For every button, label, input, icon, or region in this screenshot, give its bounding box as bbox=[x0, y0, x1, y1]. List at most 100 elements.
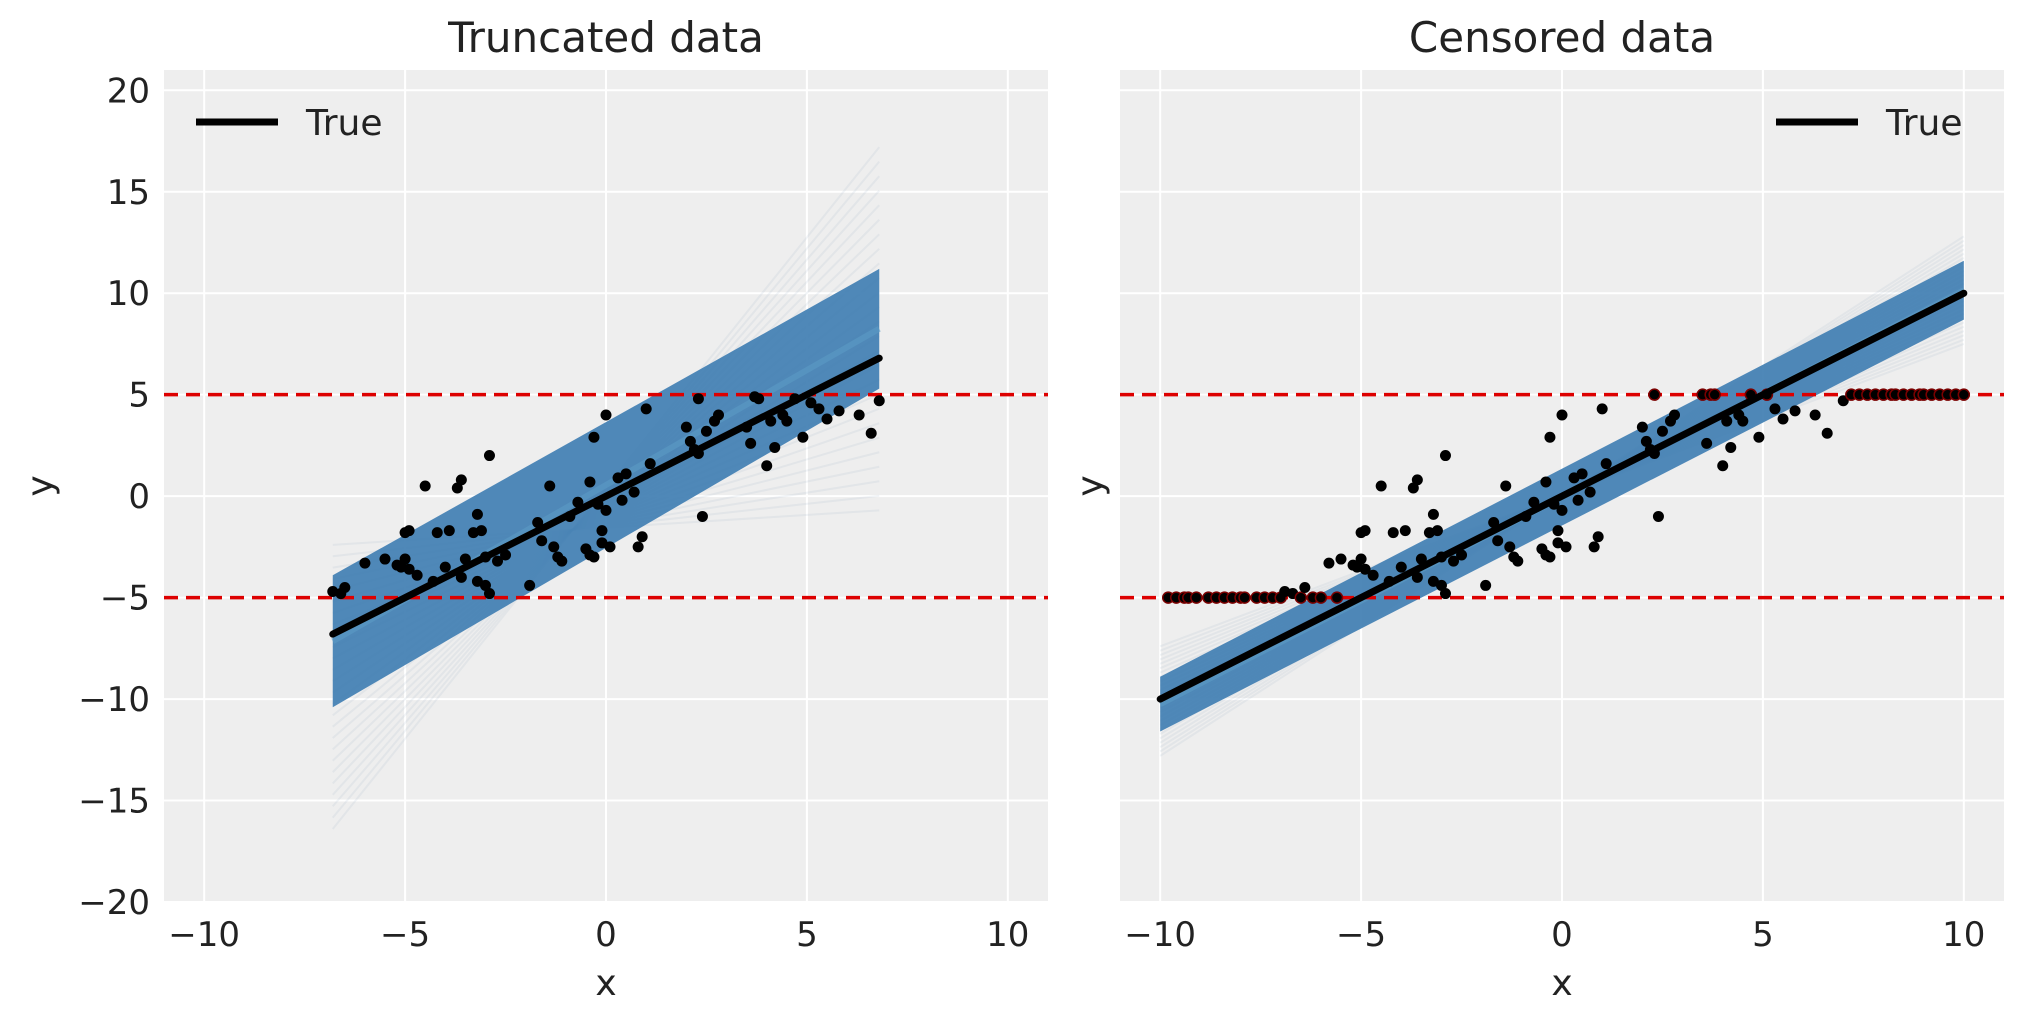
data-point bbox=[1576, 468, 1588, 480]
data-point bbox=[1411, 571, 1423, 583]
data-point bbox=[479, 579, 491, 591]
data-point bbox=[556, 555, 568, 567]
data-point bbox=[475, 525, 487, 537]
data-point bbox=[584, 476, 596, 488]
y-tick-label: 10 bbox=[107, 274, 150, 314]
legend-label-true: True bbox=[305, 103, 382, 144]
data-points bbox=[327, 391, 885, 600]
data-point bbox=[483, 588, 495, 600]
x-tick-labels: −10 −5 0 5 10 bbox=[168, 915, 1029, 955]
data-point bbox=[600, 409, 612, 421]
data-point bbox=[1330, 591, 1344, 604]
data-point bbox=[1560, 541, 1572, 553]
x-tick-label: 0 bbox=[1551, 915, 1573, 955]
data-point bbox=[1837, 395, 1849, 407]
data-point bbox=[1640, 435, 1652, 447]
x-axis-label: x bbox=[595, 963, 616, 1004]
data-point bbox=[1367, 569, 1379, 581]
legend: True bbox=[1776, 103, 1962, 144]
x-tick-label: 10 bbox=[986, 915, 1029, 955]
data-point bbox=[1648, 388, 1661, 401]
data-point bbox=[1636, 421, 1648, 433]
true-line bbox=[329, 354, 883, 638]
data-point bbox=[1584, 486, 1596, 498]
data-point bbox=[1600, 458, 1612, 470]
data-point bbox=[1492, 535, 1504, 547]
y-tick-label: −5 bbox=[100, 579, 150, 619]
data-point bbox=[805, 397, 817, 409]
y-axis-label: y bbox=[1070, 475, 1111, 496]
data-point bbox=[1656, 425, 1668, 437]
data-point bbox=[1407, 482, 1419, 494]
data-point bbox=[696, 510, 708, 522]
data-point bbox=[532, 517, 544, 529]
data-point bbox=[713, 409, 725, 421]
data-point bbox=[1294, 591, 1308, 604]
data-point bbox=[813, 403, 825, 415]
data-points bbox=[1161, 388, 1971, 604]
data-point bbox=[1375, 480, 1387, 492]
y-tick-label: 20 bbox=[107, 71, 150, 111]
data-point bbox=[1556, 409, 1568, 421]
data-point bbox=[644, 458, 656, 470]
data-point bbox=[1500, 480, 1512, 492]
data-point bbox=[1359, 525, 1371, 537]
data-point bbox=[853, 409, 865, 421]
y-tick-label: 5 bbox=[128, 376, 150, 416]
data-point bbox=[459, 553, 471, 565]
data-point bbox=[745, 437, 757, 449]
data-point bbox=[403, 563, 415, 575]
data-point bbox=[1957, 388, 1971, 401]
true-line bbox=[1156, 289, 1968, 703]
data-point bbox=[1323, 557, 1335, 569]
data-point bbox=[500, 549, 512, 561]
data-point bbox=[379, 553, 391, 565]
data-point bbox=[1480, 579, 1492, 591]
x-tick-label: −10 bbox=[168, 915, 240, 955]
data-point bbox=[588, 431, 600, 443]
data-point bbox=[1395, 561, 1407, 573]
data-point bbox=[1299, 581, 1311, 593]
data-point bbox=[339, 581, 351, 593]
data-point bbox=[483, 450, 495, 462]
data-point bbox=[1544, 551, 1556, 563]
y-tick-label: −20 bbox=[78, 883, 150, 923]
data-point bbox=[1708, 388, 1721, 401]
data-point bbox=[873, 395, 885, 407]
true-line-group bbox=[1156, 289, 1968, 703]
data-point bbox=[524, 579, 536, 591]
data-point bbox=[455, 474, 467, 486]
x-tick-label: −5 bbox=[1336, 915, 1386, 955]
data-point bbox=[620, 468, 632, 480]
data-point bbox=[403, 525, 415, 537]
censored-panel: −10 −5 0 5 10 Censored data x y True bbox=[1070, 13, 2004, 1004]
data-point bbox=[1721, 415, 1733, 427]
x-tick-label: 5 bbox=[1752, 915, 1774, 955]
data-point bbox=[455, 571, 467, 583]
data-point bbox=[1821, 427, 1833, 439]
data-point bbox=[431, 527, 443, 539]
data-point bbox=[1512, 555, 1524, 567]
data-point bbox=[781, 415, 793, 427]
x-tick-label: −5 bbox=[380, 915, 430, 955]
data-point bbox=[596, 525, 608, 537]
data-point bbox=[359, 557, 371, 569]
data-point bbox=[1399, 525, 1411, 537]
data-point bbox=[1669, 409, 1681, 421]
data-point bbox=[700, 425, 712, 437]
data-point bbox=[761, 460, 773, 472]
data-point bbox=[443, 525, 455, 537]
data-point bbox=[1809, 409, 1821, 421]
data-point bbox=[1411, 474, 1423, 486]
data-point bbox=[1335, 553, 1347, 565]
data-point bbox=[833, 405, 845, 417]
data-point bbox=[632, 541, 644, 553]
data-point bbox=[1528, 496, 1540, 508]
data-point bbox=[1572, 494, 1584, 506]
y-tick-label: 0 bbox=[128, 477, 150, 517]
data-point bbox=[1725, 441, 1737, 453]
data-point bbox=[600, 504, 612, 516]
data-point bbox=[544, 480, 556, 492]
data-point bbox=[1314, 591, 1328, 604]
data-point bbox=[1789, 405, 1801, 417]
